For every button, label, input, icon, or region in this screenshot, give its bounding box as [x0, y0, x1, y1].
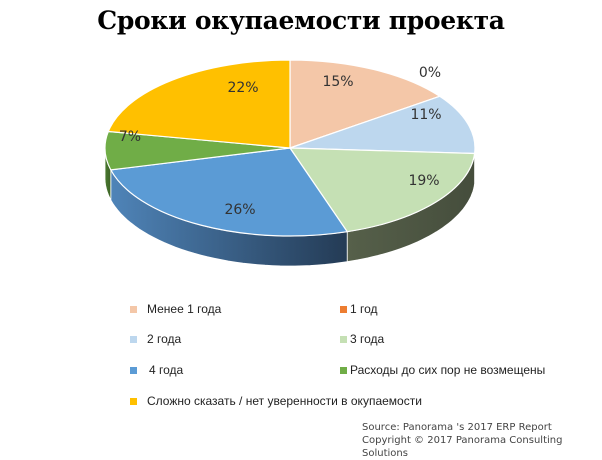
legend-item-hard-to-say: Сложно сказать / нет уверенности в окупа…	[130, 394, 422, 408]
data-label-1: 0%	[419, 65, 441, 81]
copyright-line: Copyright © 2017 Panorama Consulting Sol…	[362, 434, 602, 460]
data-label-5: 7%	[119, 129, 141, 145]
data-label-0: 15%	[322, 74, 353, 90]
legend-swatch	[340, 306, 347, 313]
legend-swatch	[130, 367, 137, 374]
legend-swatch	[130, 398, 137, 405]
data-label-6: 22%	[227, 80, 258, 96]
legend-swatch	[340, 367, 347, 374]
legend-item-4-years: 4 года	[130, 363, 183, 377]
legend-item-less-than-1-year: Менее 1 года	[130, 302, 221, 316]
data-label-4: 26%	[224, 202, 255, 218]
legend-item-not-recovered: Расходы до сих пор не возмещены	[340, 363, 545, 377]
legend-item-1-year: 1 год	[340, 302, 378, 316]
legend-swatch	[130, 306, 137, 313]
data-label-3: 19%	[408, 173, 439, 189]
legend-swatch	[340, 336, 347, 343]
source-line: Source: Panorama 's 2017 ERP Report	[362, 421, 602, 434]
legend-item-2-years: 2 года	[130, 332, 181, 346]
pie-chart: 15% 0% 11% 19% 26% 7% 22%	[0, 0, 602, 300]
source-note: Source: Panorama 's 2017 ERP Report Copy…	[362, 421, 602, 460]
data-label-2: 11%	[410, 107, 441, 123]
legend-swatch	[130, 336, 137, 343]
legend-item-3-years: 3 года	[340, 332, 384, 346]
pie-slices	[105, 60, 475, 236]
